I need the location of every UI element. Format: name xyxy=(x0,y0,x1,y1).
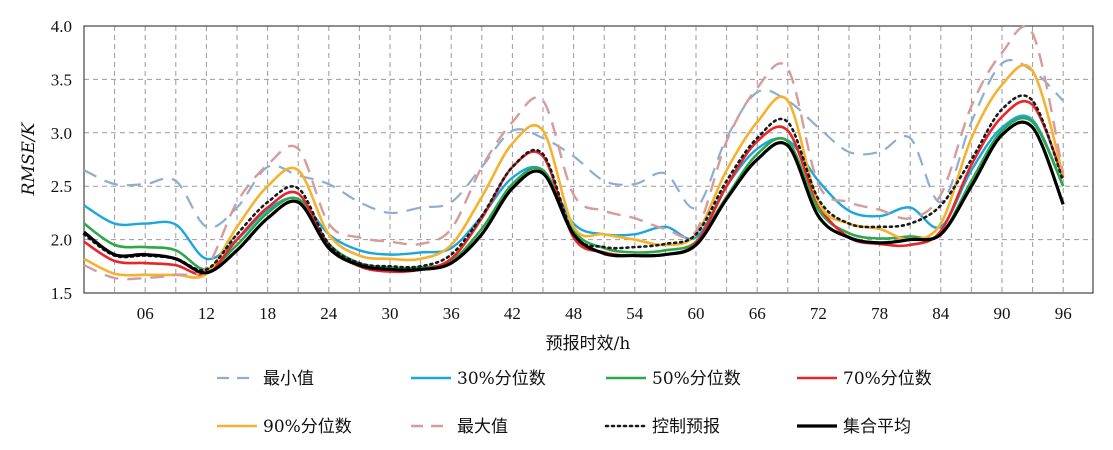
x-tick-label: 90 xyxy=(994,304,1011,323)
x-axis-title: 预报时效/h xyxy=(546,334,631,354)
x-tick-label: 48 xyxy=(565,304,582,323)
legend-label: 30%分位数 xyxy=(457,369,546,389)
legend-label: 90%分位数 xyxy=(263,417,352,437)
legend-label: 最大值 xyxy=(457,417,508,437)
x-tick-label: 24 xyxy=(320,304,338,323)
x-tick-label: 06 xyxy=(137,304,154,323)
plot-frame xyxy=(83,25,1094,294)
y-tick-label: 4.0 xyxy=(51,17,72,36)
y-tick-label: 3.5 xyxy=(51,70,72,89)
legend-label: 最小值 xyxy=(263,369,314,389)
legend-item-min: 最小值 xyxy=(217,369,314,389)
legend: 最小值 30%分位数 50%分位数 70%分位数 90%分位数 最大值 控制预报 集合平均 xyxy=(217,369,932,437)
legend-item-p30: 30%分位数 xyxy=(411,369,546,389)
legend-item-p90: 90%分位数 xyxy=(217,417,352,437)
tick-labels: 06 12 18 24 30 36 42 48 54 60 66 72 78 84 90 96 1.5 2.0 2.… xyxy=(51,17,1072,323)
x-tick-label: 42 xyxy=(504,304,521,323)
x-tick-label: 72 xyxy=(810,304,827,323)
x-tick-label: 54 xyxy=(626,304,644,323)
series-line-p70 xyxy=(83,99,1065,277)
series-line-p50 xyxy=(83,116,1065,271)
y-tick-label: 2.0 xyxy=(51,231,72,250)
y-tick-label: 2.5 xyxy=(51,177,72,196)
series-line-ensemble-mean xyxy=(83,120,1065,275)
y-tick-label: 3.0 xyxy=(51,124,72,143)
legend-item-p50: 50%分位数 xyxy=(606,369,741,389)
x-tick-label: 18 xyxy=(259,304,276,323)
x-tick-label: 78 xyxy=(871,304,888,323)
y-axis-title: RMSE/K xyxy=(19,121,39,196)
legend-label: 控制预报 xyxy=(652,417,720,437)
x-tick-label: 36 xyxy=(443,304,460,323)
legend-label: 70%分位数 xyxy=(843,369,932,389)
series-line-max xyxy=(83,25,1065,281)
legend-item-p70: 70%分位数 xyxy=(797,369,932,389)
x-tick-label: 66 xyxy=(749,304,766,323)
x-tick-label: 60 xyxy=(688,304,705,323)
y-tick-label: 1.5 xyxy=(51,284,72,303)
x-tick-label: 84 xyxy=(932,304,950,323)
legend-item-ensemble-mean: 集合平均 xyxy=(797,417,911,437)
legend-item-max: 最大值 xyxy=(411,417,508,437)
series-line-min xyxy=(83,58,1064,229)
legend-item-control: 控制预报 xyxy=(604,417,720,437)
legend-label: 集合平均 xyxy=(843,417,911,437)
legend-label: 50%分位数 xyxy=(652,369,741,389)
series-lines xyxy=(82,25,1065,281)
x-tick-label: 96 xyxy=(1055,304,1072,323)
x-tick-label: 12 xyxy=(198,304,215,323)
x-tick-label: 30 xyxy=(382,304,399,323)
